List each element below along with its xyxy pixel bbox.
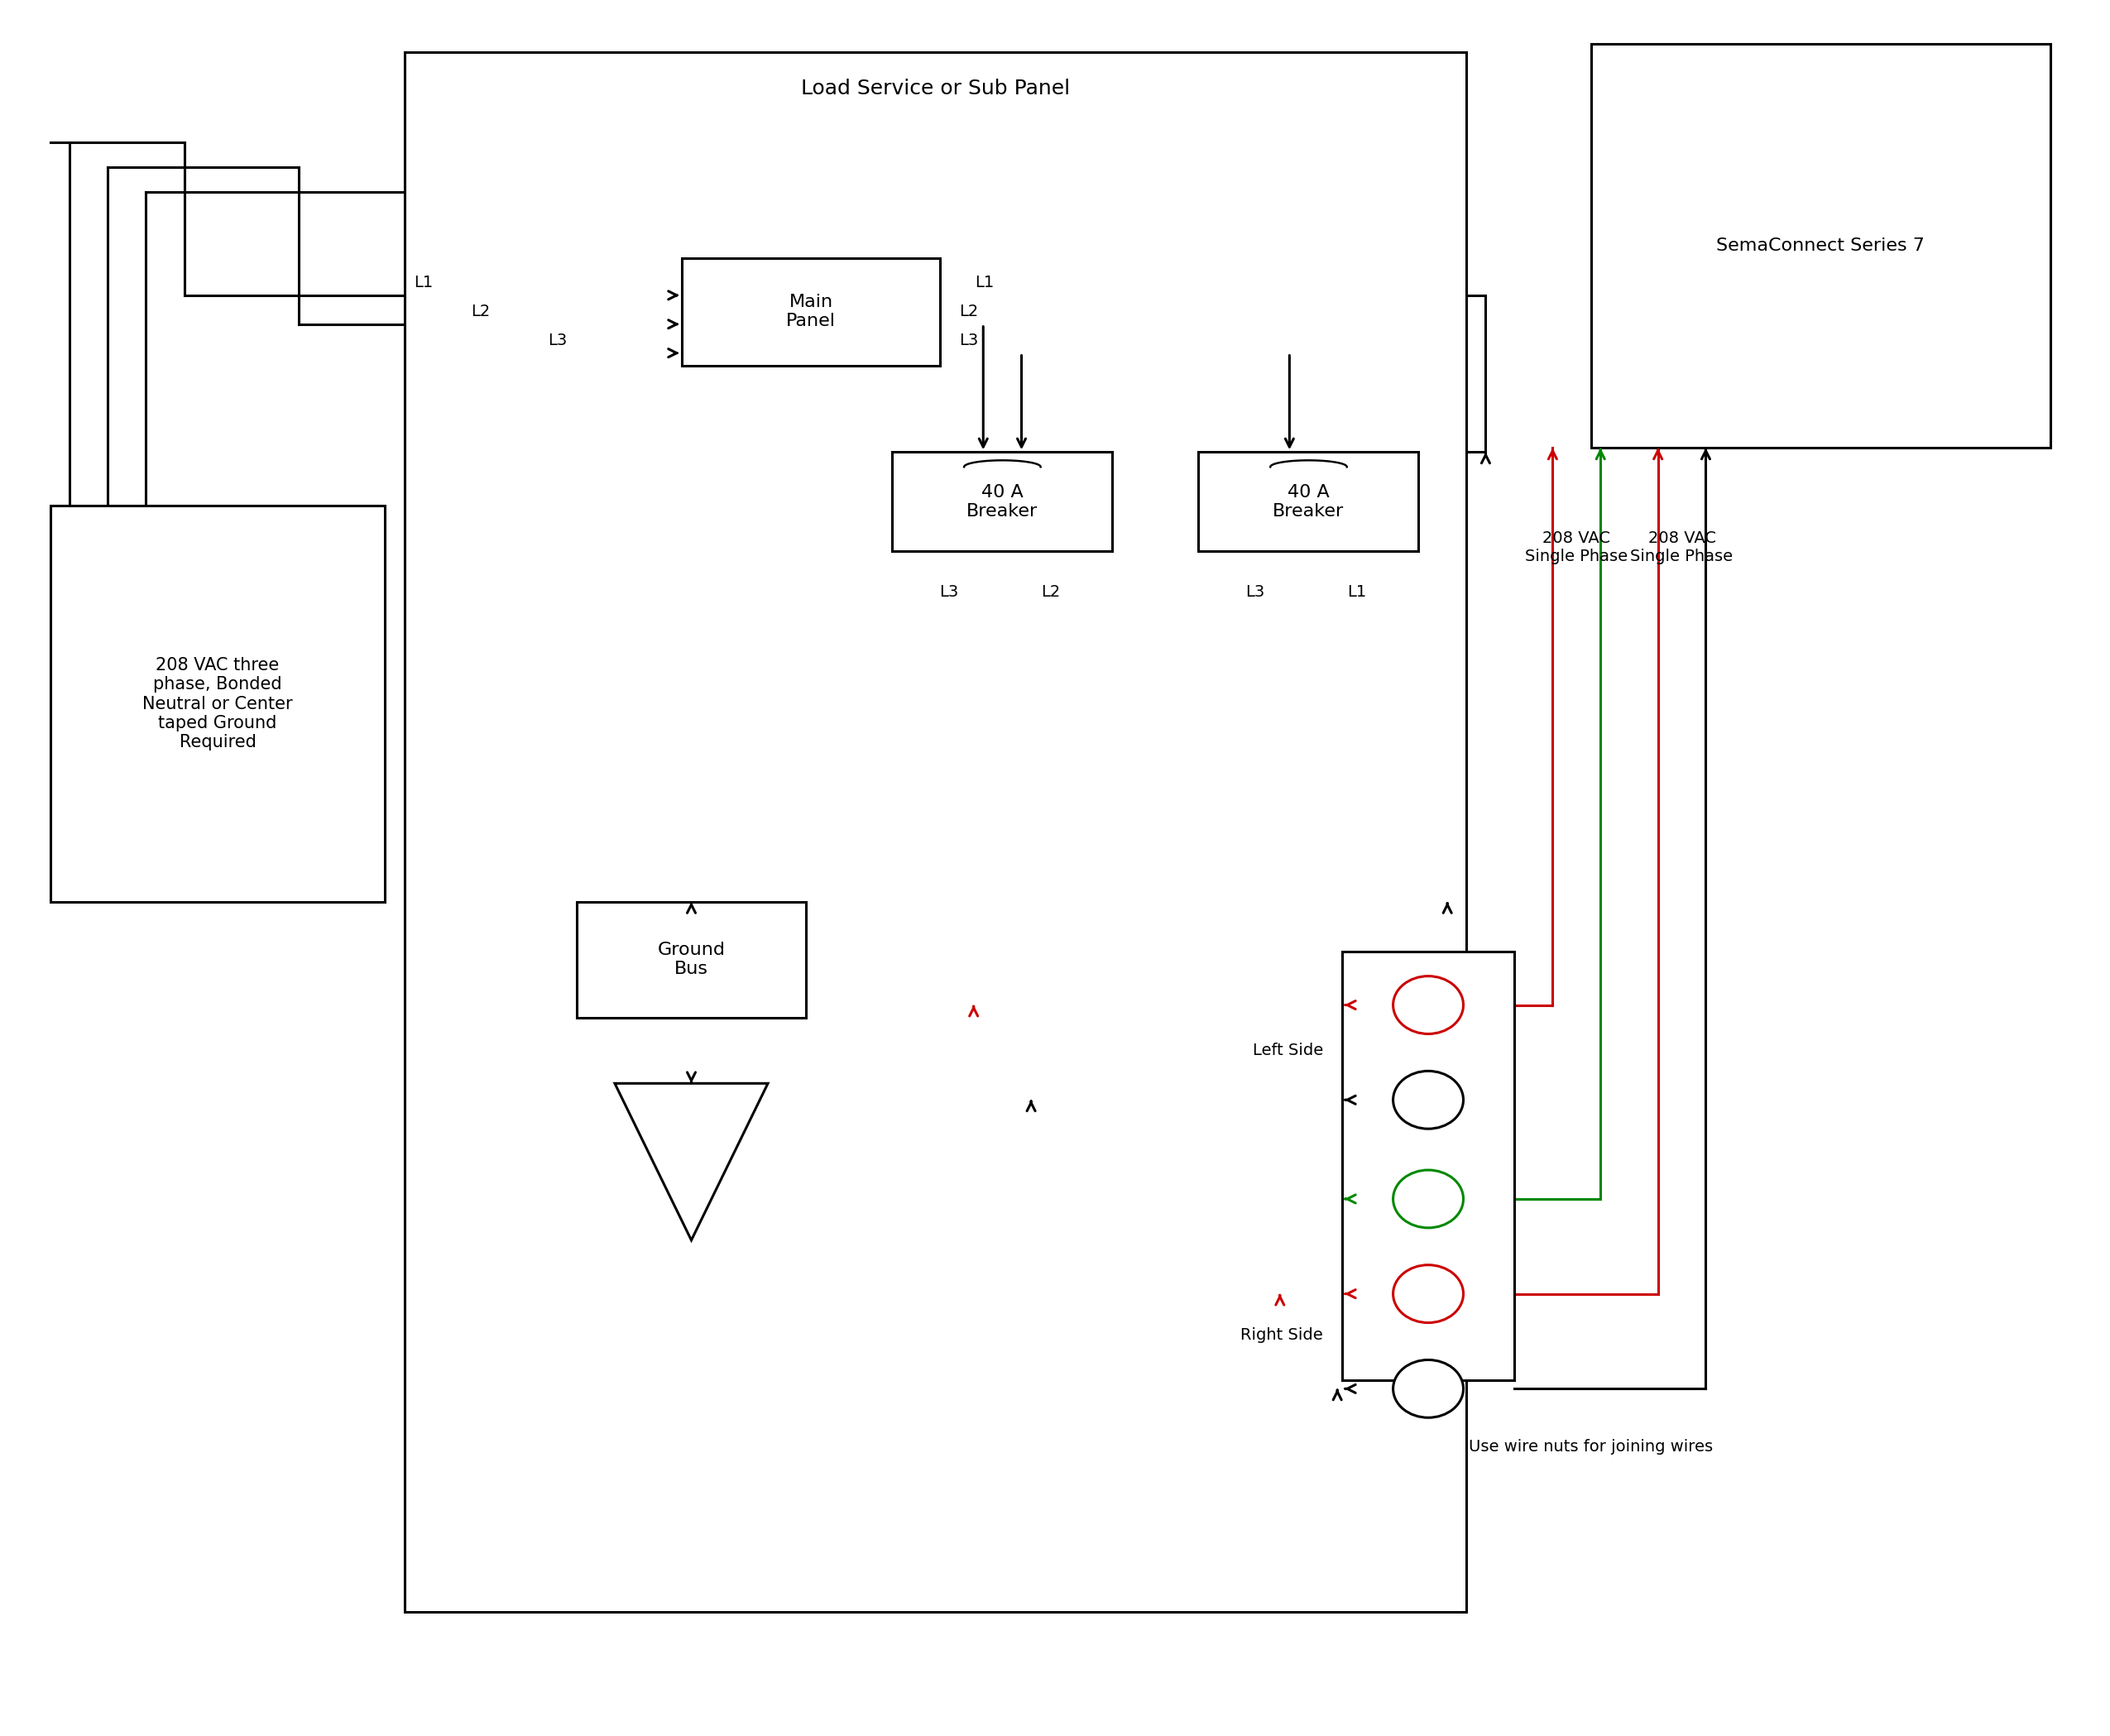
Text: L3: L3 <box>939 585 958 601</box>
Bar <box>893 451 1112 550</box>
Text: L2: L2 <box>471 304 490 319</box>
Text: L1: L1 <box>975 274 994 290</box>
Bar <box>405 52 1466 1611</box>
Circle shape <box>1393 976 1464 1035</box>
Text: L2: L2 <box>1040 585 1059 601</box>
Circle shape <box>1393 1170 1464 1227</box>
Text: Ground
Bus: Ground Bus <box>658 941 726 977</box>
Text: L3: L3 <box>1245 585 1264 601</box>
Circle shape <box>1393 1266 1464 1323</box>
Text: 40 A
Breaker: 40 A Breaker <box>966 484 1038 519</box>
Text: Right Side: Right Side <box>1241 1328 1323 1344</box>
Text: 208 VAC three
phase, Bonded
Neutral or Center
taped Ground
Required: 208 VAC three phase, Bonded Neutral or C… <box>143 658 293 750</box>
Text: L1: L1 <box>1346 585 1365 601</box>
Text: L3: L3 <box>960 333 979 349</box>
Bar <box>1198 451 1418 550</box>
Text: 40 A
Breaker: 40 A Breaker <box>1272 484 1344 519</box>
Text: Main
Panel: Main Panel <box>787 293 836 330</box>
Text: 208 VAC
Single Phase: 208 VAC Single Phase <box>1526 529 1629 564</box>
Text: L1: L1 <box>414 274 433 290</box>
Circle shape <box>1393 1071 1464 1128</box>
Text: Left Side: Left Side <box>1253 1043 1323 1059</box>
Bar <box>1591 43 2051 448</box>
Bar <box>1342 951 1515 1380</box>
Bar <box>682 259 941 365</box>
Bar <box>576 901 806 1017</box>
Text: Use wire nuts for joining wires: Use wire nuts for joining wires <box>1469 1439 1713 1455</box>
Text: L2: L2 <box>960 304 979 319</box>
Text: Load Service or Sub Panel: Load Service or Sub Panel <box>802 80 1070 99</box>
Circle shape <box>1393 1359 1464 1418</box>
Text: L3: L3 <box>549 333 568 349</box>
Bar <box>51 505 386 901</box>
Text: SemaConnect Series 7: SemaConnect Series 7 <box>1715 238 1924 253</box>
Text: 208 VAC
Single Phase: 208 VAC Single Phase <box>1631 529 1732 564</box>
